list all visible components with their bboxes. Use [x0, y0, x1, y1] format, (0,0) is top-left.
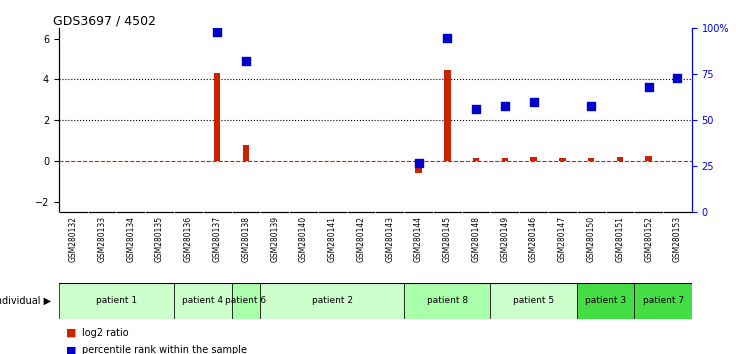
Text: GSM280133: GSM280133 — [98, 216, 107, 262]
Text: GSM280149: GSM280149 — [500, 216, 509, 262]
Text: ■: ■ — [66, 346, 77, 354]
Bar — [577, 283, 634, 319]
Text: GSM280142: GSM280142 — [356, 216, 366, 262]
Text: GSM280134: GSM280134 — [127, 216, 135, 262]
Text: GSM280132: GSM280132 — [68, 216, 78, 262]
Point — [413, 160, 425, 166]
Point — [671, 75, 683, 81]
Bar — [174, 283, 232, 319]
Text: GSM280153: GSM280153 — [673, 216, 682, 262]
Text: ■: ■ — [66, 328, 77, 338]
Text: GSM280139: GSM280139 — [270, 216, 279, 262]
Text: patient 8: patient 8 — [427, 296, 468, 306]
Text: GDS3697 / 4502: GDS3697 / 4502 — [52, 14, 155, 27]
Point — [240, 59, 252, 64]
Bar — [444, 70, 450, 161]
Text: patient 7: patient 7 — [643, 296, 684, 306]
Text: individual ▶: individual ▶ — [0, 296, 52, 306]
Bar — [588, 158, 595, 161]
Point — [528, 99, 539, 105]
Text: GSM280135: GSM280135 — [155, 216, 164, 262]
Bar — [502, 158, 508, 161]
Bar — [261, 283, 404, 319]
Text: GSM280150: GSM280150 — [587, 216, 595, 262]
Text: GSM280136: GSM280136 — [184, 216, 193, 262]
Bar — [645, 155, 652, 161]
Bar — [404, 283, 490, 319]
Text: GSM280151: GSM280151 — [615, 216, 624, 262]
Text: GSM280152: GSM280152 — [644, 216, 653, 262]
Point — [442, 35, 453, 40]
Text: GSM280141: GSM280141 — [328, 216, 336, 262]
Text: GSM280137: GSM280137 — [213, 216, 222, 262]
Point — [470, 107, 482, 112]
Text: patient 6: patient 6 — [225, 296, 266, 306]
Text: GSM280138: GSM280138 — [241, 216, 250, 262]
Bar — [531, 157, 537, 161]
Point — [211, 29, 223, 35]
Bar — [490, 283, 577, 319]
Point — [499, 103, 511, 108]
Point — [585, 103, 597, 108]
Text: patient 1: patient 1 — [96, 296, 137, 306]
Text: patient 3: patient 3 — [585, 296, 626, 306]
Bar — [617, 157, 623, 161]
Text: GSM280143: GSM280143 — [385, 216, 394, 262]
Text: GSM280144: GSM280144 — [414, 216, 423, 262]
Bar — [59, 283, 174, 319]
Text: patient 5: patient 5 — [513, 296, 554, 306]
Text: GSM280146: GSM280146 — [529, 216, 538, 262]
Text: log2 ratio: log2 ratio — [82, 328, 129, 338]
Bar — [634, 283, 692, 319]
Bar — [232, 283, 261, 319]
Text: GSM280148: GSM280148 — [472, 216, 481, 262]
Point — [643, 84, 654, 90]
Text: GSM280140: GSM280140 — [299, 216, 308, 262]
Bar — [243, 145, 249, 161]
Bar — [214, 73, 220, 161]
Text: GSM280147: GSM280147 — [558, 216, 567, 262]
Bar — [473, 158, 479, 161]
Text: GSM280145: GSM280145 — [443, 216, 452, 262]
Text: percentile rank within the sample: percentile rank within the sample — [82, 346, 247, 354]
Bar — [559, 158, 565, 161]
Bar — [415, 161, 422, 172]
Text: patient 2: patient 2 — [312, 296, 353, 306]
Text: patient 4: patient 4 — [183, 296, 223, 306]
